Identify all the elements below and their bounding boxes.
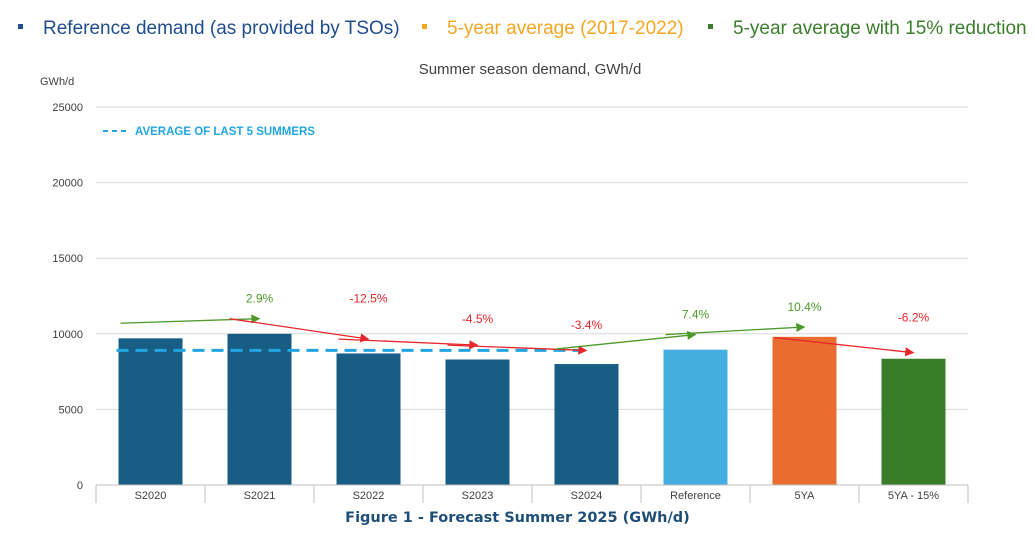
change-arrow	[447, 344, 588, 355]
change-arrow	[120, 314, 261, 324]
legend-label: 5-year average with 15% reduction	[733, 18, 1027, 39]
x-tick-label: S2020	[135, 490, 167, 502]
chart-title: Summer season demand, GWh/d	[419, 61, 642, 78]
figure-caption: Figure 1 - Forecast Summer 2025 (GWh/d)	[345, 510, 690, 526]
legend-marker	[18, 24, 23, 30]
legend-item-reference-demand: Reference demand (as provided by TSOs)	[18, 18, 400, 40]
change-label: -12.5%	[349, 292, 387, 306]
bar-s2024	[554, 364, 619, 485]
average-line: AVERAGE OF LAST 5 SUMMERS	[103, 126, 589, 352]
change-annotations: 2.9% -12.5% -4.5% -3.4% 7.4% 10.4% -6.2%	[120, 292, 930, 357]
x-tick-label: 5YA - 15%	[888, 490, 939, 502]
x-tick-label: S2021	[244, 490, 276, 502]
legend-marker	[708, 24, 713, 30]
bar-s2022	[336, 353, 401, 485]
change-arrow	[556, 330, 697, 350]
average-line-label: AVERAGE OF LAST 5 SUMMERS	[135, 126, 315, 138]
y-tick-label: 10000	[52, 329, 83, 341]
y-axis-ticks: 0 5000 10000 15000 20000 25000	[52, 102, 83, 492]
bar-s2020	[118, 338, 183, 485]
change-label: 10.4%	[787, 300, 821, 314]
legend-label: Reference demand (as provided by TSOs)	[43, 18, 400, 39]
y-tick-label: 15000	[52, 253, 83, 265]
y-tick-label: 25000	[52, 102, 83, 114]
change-arrow	[665, 322, 806, 336]
bar-5ya	[772, 336, 837, 485]
legend-item-5-year-average-reduction: 5-year average with 15% reduction	[708, 18, 1027, 40]
y-axis-label: GWh/d	[40, 76, 74, 88]
gridlines	[96, 106, 968, 410]
bar-5ya-15-	[881, 358, 946, 485]
x-tick-label: Reference	[670, 490, 721, 502]
change-label: -3.4%	[571, 318, 603, 332]
y-tick-label: 20000	[52, 178, 83, 190]
change-arrow	[229, 318, 370, 343]
x-tick-label: 5YA	[795, 490, 816, 502]
x-axis: S2020 S2021 S2022 S2023 S2024 Reference 5YA 5YA…	[95, 484, 969, 503]
bar-s2021	[227, 333, 292, 485]
change-label: 7.4%	[682, 308, 710, 322]
chart-legend: Reference demand (as provided by TSOs) 5…	[0, 18, 1035, 48]
change-arrow	[774, 336, 915, 357]
bar-s2023	[445, 359, 510, 485]
bars	[118, 333, 946, 485]
change-label: -4.5%	[462, 312, 494, 326]
legend-label: 5-year average (2017-2022)	[447, 18, 684, 39]
legend-marker	[422, 24, 427, 30]
bar-reference	[663, 349, 728, 485]
legend-item-5-year-average: 5-year average (2017-2022)	[422, 18, 684, 40]
change-label: 2.9%	[246, 292, 274, 306]
change-arrow	[338, 338, 479, 350]
x-tick-label: S2023	[462, 490, 494, 502]
x-tick-label: S2024	[571, 490, 603, 502]
x-tick-label: S2022	[353, 490, 385, 502]
y-tick-label: 0	[77, 480, 83, 492]
change-label: -6.2%	[898, 311, 930, 325]
y-tick-label: 5000	[59, 404, 83, 416]
